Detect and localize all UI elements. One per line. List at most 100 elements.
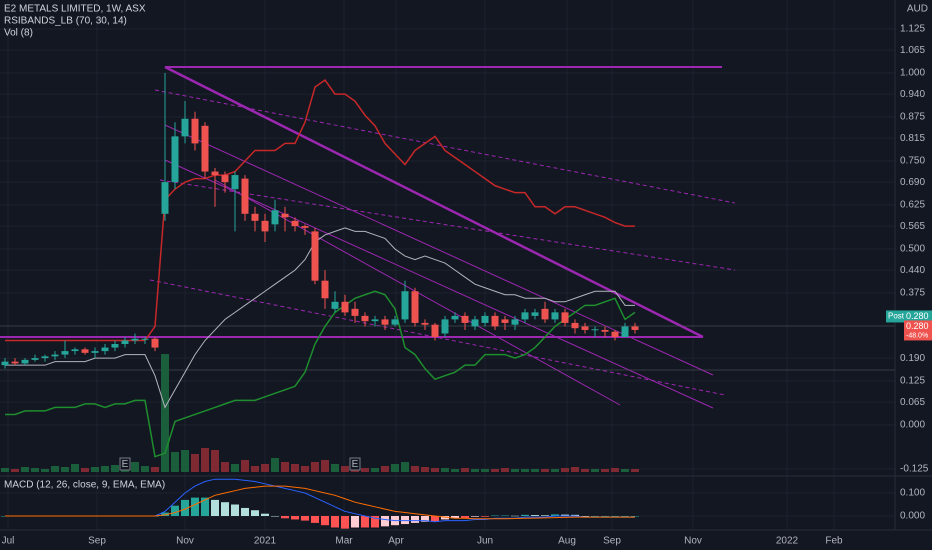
candle-body — [531, 312, 539, 316]
macd-label: MACD (12, 26, close, 9, EMA, EMA) — [4, 480, 165, 491]
marks — [1, 73, 639, 529]
indicator-line — [5, 227, 635, 409]
candle-body — [581, 326, 589, 330]
volume-bar — [241, 460, 249, 472]
volume-bar — [111, 465, 119, 472]
y-tick-label: 0.190 — [900, 353, 925, 364]
x-tick-label: Mar — [335, 536, 353, 547]
channel-line — [154, 89, 736, 204]
post-badge — [886, 310, 932, 323]
volume-bar — [301, 466, 309, 472]
y-tick-label: 1.125 — [900, 24, 925, 35]
candle-body — [361, 315, 369, 322]
indicator-line — [5, 78, 635, 342]
currency: AUD — [907, 4, 928, 15]
volume-bar — [581, 469, 589, 472]
volume-bar — [61, 467, 69, 472]
candle-body — [471, 319, 479, 327]
x-tick-label: Feb — [825, 536, 843, 547]
volume-bar — [271, 458, 279, 472]
candle-body — [401, 291, 409, 320]
macd-histogram — [261, 513, 269, 516]
macd-histogram — [241, 507, 249, 516]
volume-bar — [101, 466, 109, 472]
volume-bar — [11, 469, 19, 472]
x-tick-label: Nov — [684, 536, 702, 547]
channel-line — [159, 179, 736, 271]
macd-histogram — [501, 515, 509, 517]
candle-body — [621, 326, 629, 337]
volume-bar — [1, 468, 9, 472]
volume-bar — [341, 466, 349, 472]
y-tick-label: 0.000 — [900, 420, 925, 431]
volume-bar — [201, 448, 209, 472]
macd-tick-label: 0.000 — [900, 511, 925, 522]
candle-body — [261, 220, 269, 232]
candle-body — [441, 319, 449, 334]
volume-bar — [461, 468, 469, 472]
candle-body — [121, 340, 129, 345]
macd-histogram — [411, 516, 419, 523]
macd-histogram — [381, 516, 389, 527]
volume-bar — [441, 468, 449, 472]
y-tick-label: 1.000 — [900, 68, 925, 79]
candle-body — [501, 319, 509, 323]
volume-bar — [611, 468, 619, 472]
candle-body — [11, 361, 19, 364]
macd-histogram — [541, 515, 549, 516]
candle-body — [151, 338, 159, 348]
macd-histogram — [181, 499, 189, 516]
price-value: 0.280 — [906, 321, 929, 331]
candle-body — [311, 231, 319, 281]
candle-body — [221, 175, 229, 183]
candle-body — [631, 326, 639, 330]
volume-bar — [131, 462, 139, 472]
x-tick-label: 2021 — [254, 536, 277, 547]
volume-bar — [31, 468, 39, 472]
volume-bar — [251, 466, 259, 472]
drawings — [0, 65, 736, 409]
macd-histogram — [231, 504, 239, 516]
trend-line — [164, 65, 704, 339]
x-tick-label: 2022 — [776, 536, 799, 547]
macd-histogram — [631, 516, 639, 517]
volume-bar — [191, 454, 199, 472]
macd-histogram — [591, 516, 599, 517]
volume-bar — [211, 450, 219, 472]
macd-histogram — [561, 514, 569, 516]
macd-histogram — [351, 516, 359, 528]
macd-histogram — [301, 516, 309, 521]
volume-bar — [221, 462, 229, 472]
volume-bar — [71, 464, 79, 472]
macd-histogram — [471, 516, 479, 517]
macd-histogram — [521, 514, 529, 516]
macd-histogram — [191, 497, 199, 516]
candle-body — [201, 125, 209, 172]
volume-bar — [231, 464, 239, 472]
candle-body — [101, 347, 109, 352]
y-tick-label: 0.625 — [900, 200, 925, 211]
volume-bar — [321, 460, 329, 472]
candle-body — [91, 351, 99, 353]
volume-bar — [401, 462, 409, 472]
x-tick-label: Jun — [477, 536, 493, 547]
volume-bar — [181, 450, 189, 472]
volume-bar — [91, 467, 99, 472]
candle-body — [341, 301, 349, 313]
y-tick-label: 0.940 — [900, 89, 925, 100]
candle-body — [271, 210, 279, 225]
candle-body — [161, 182, 169, 214]
x-tick-label: Aug — [558, 536, 576, 547]
candle-body — [21, 359, 29, 364]
candle-body — [281, 213, 289, 218]
y-tick-label: 0.750 — [900, 156, 925, 167]
candle-body — [181, 118, 189, 137]
candle-body — [41, 356, 49, 359]
candle-body — [241, 178, 249, 214]
macd-histogram — [531, 515, 539, 516]
earnings-mark: E — [122, 459, 129, 470]
volume-bar — [371, 468, 379, 472]
macd-histogram — [201, 497, 209, 516]
volume-bar — [501, 468, 509, 472]
